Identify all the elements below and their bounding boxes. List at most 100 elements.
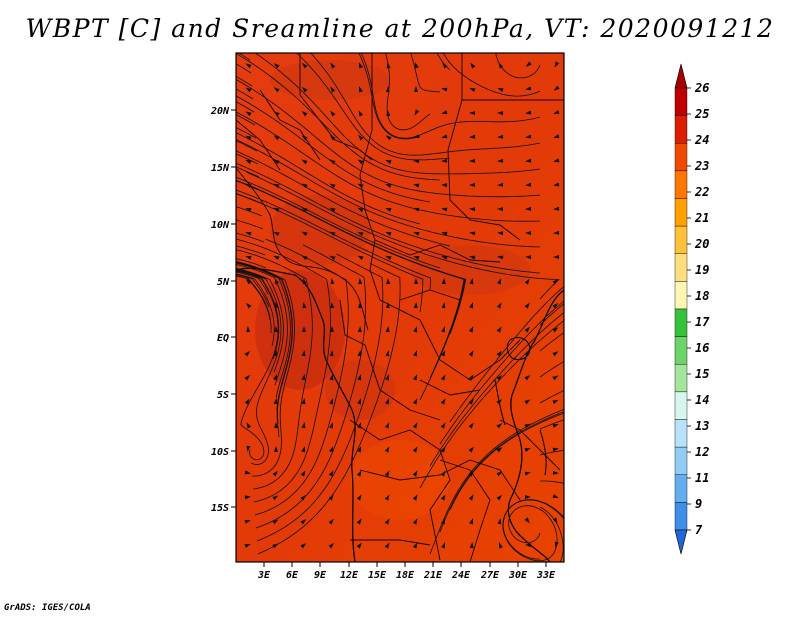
streamline-arrow [356,518,362,525]
streamline-arrow [497,182,504,187]
map-panel [236,53,564,562]
streamline-arrow [469,231,476,236]
streamline-arrow [552,447,559,452]
streamline-arrow [301,398,306,405]
streamline-arrow [441,110,448,115]
streamline-arrow [330,62,336,69]
streamline-arrow [412,518,418,525]
streamline [257,262,401,555]
lake-malawi [539,429,547,476]
streamline-arrow [301,374,306,381]
streamline-arrow [496,494,503,501]
wbpt-patch [270,195,370,265]
lon-label: 15E [368,570,387,581]
streamline-arrow [440,494,446,501]
streamline-arrow [357,422,362,429]
streamline [236,189,432,291]
streamline [236,249,313,490]
streamline-arrow [469,158,476,163]
streamline-arrow [552,351,559,357]
streamline-arrow [246,326,251,333]
lon-label: 9E [314,570,327,581]
streamline-arrow [328,542,335,549]
streamline [236,238,331,503]
lat-label: 15S [211,503,229,514]
colorbar-label: 9 [695,497,702,511]
streamline-arrow [273,159,280,165]
streamline-arrow [245,159,252,165]
streamline-arrow [412,422,418,429]
streamline-arrow [329,374,334,381]
lon-label: 21E [423,570,443,581]
streamline-arrow [273,231,280,237]
streamline-arrow [385,207,392,212]
streamline-arrow [496,302,502,309]
streamline-arrow [244,495,251,500]
streamline-arrow [468,350,474,357]
streamline-arrow [413,326,418,333]
map-frame [235,52,565,563]
streamline [236,261,295,477]
wbpt-patch [255,270,345,390]
streamline-arrow [357,207,364,213]
streamline-arrow [356,446,362,453]
streamline-arrow [469,87,476,93]
lon-label: 33E [536,570,556,581]
streamline-arrow [498,62,504,69]
streamline-arrow [497,111,504,116]
streamline-arrow [552,517,558,524]
colorbar-label: 16 [695,341,709,355]
streamline-arrow [245,278,252,285]
streamline-arrow [356,494,362,501]
streamline [236,275,272,334]
streamline-arrow [330,278,335,285]
streamline-arrow [385,86,390,93]
streamline-arrow [357,231,364,237]
streamline-arrow [525,231,532,236]
colorbar-label: 12 [695,445,709,459]
streamline [540,480,564,484]
streamline-arrow [552,470,559,475]
streamline [436,53,451,71]
streamline-arrow [469,302,473,309]
streamline-arrow [385,302,390,309]
streamline-arrow [524,326,531,333]
streamline-arrow [301,110,308,117]
streamline-arrow [496,398,503,405]
streamline [539,449,564,456]
streamline-arrow [414,62,419,69]
streamline [236,132,421,225]
colorbar-label: 13 [695,419,709,433]
streamline-arrow [496,350,502,357]
streamline-arrow [273,374,277,381]
streamline-arrow [414,109,420,116]
streamline [236,271,269,295]
streamline-arrow [554,61,560,68]
streamline-arrow [412,446,418,453]
streamline-arrow [300,519,307,525]
streamline-arrow [469,278,474,285]
streamline-arrow [244,544,251,548]
streamline-arrow [329,255,336,261]
streamline-arrow [553,255,560,260]
streamline-arrow [441,326,445,333]
streamline [236,268,284,373]
streamline-arrow [329,134,336,141]
streamline-arrow [413,374,418,381]
streamline-arrow [272,495,279,501]
colorbar-swatch [674,115,688,144]
streamline-arrow [357,183,364,189]
streamline-arrow [468,446,474,453]
streamline [236,232,265,243]
colorbar-swatch [674,253,688,282]
streamline-arrow [441,255,448,260]
colorbar-label: 19 [695,263,709,277]
streamline-arrow [497,87,504,92]
streamline-arrow [302,326,307,333]
streamline-arrow [301,86,308,93]
colorbar-swatch [674,446,688,475]
streamline [236,268,268,282]
streamline-arrow [496,471,503,477]
lon-label: 27E [480,570,500,581]
